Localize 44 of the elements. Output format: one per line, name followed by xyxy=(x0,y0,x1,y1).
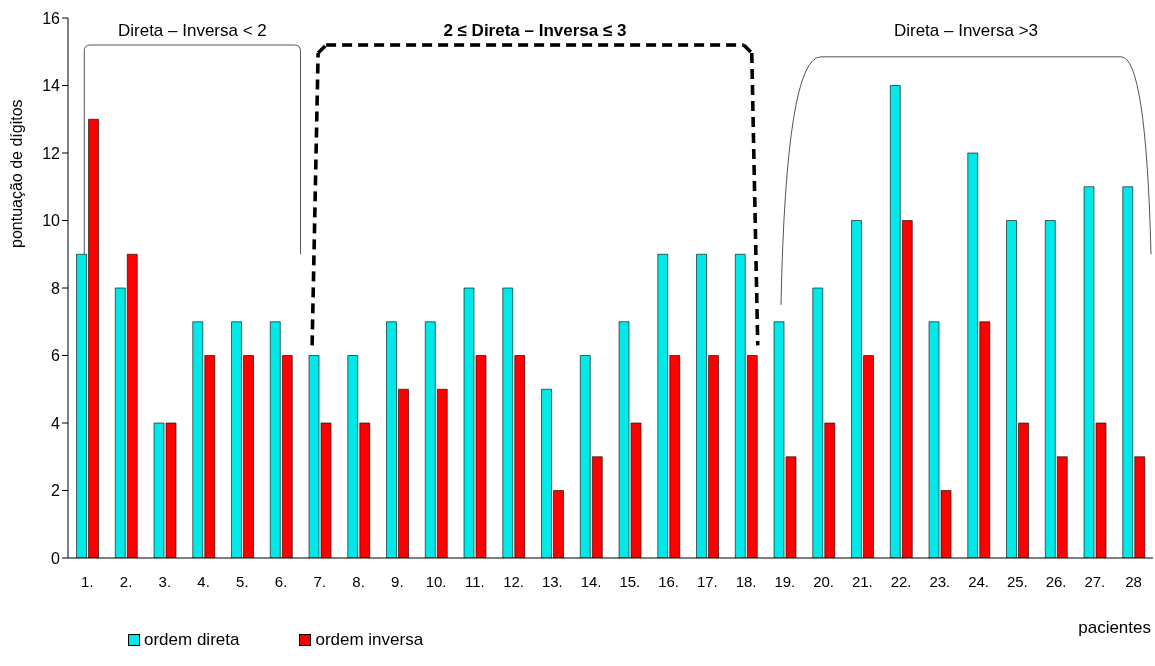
x-tick-label: 25. xyxy=(1006,572,1028,590)
x-tick-label: 17. xyxy=(696,572,718,590)
x-tick-label: 19. xyxy=(774,572,796,590)
x-tick-label: 24. xyxy=(968,572,990,590)
x-tick-label: 7. xyxy=(313,572,327,590)
annotation: Direta – Inversa >3 xyxy=(893,21,1039,40)
x-tick-label: 12. xyxy=(503,572,525,590)
annotation: 2 ≤ Direta – Inversa ≤ 3 xyxy=(443,21,627,40)
y-tick-label: 4 xyxy=(51,414,61,432)
y-tick-label: 12 xyxy=(42,144,61,162)
x-tick-label: 13. xyxy=(541,572,563,590)
x-tick-label: 23. xyxy=(929,572,951,590)
x-tick-label: 15. xyxy=(619,572,641,590)
x-tick-label: 10. xyxy=(425,572,447,590)
y-tick-label: 14 xyxy=(42,77,61,95)
x-tick-label: 26. xyxy=(1045,572,1067,590)
x-tick-label: 4. xyxy=(197,572,210,590)
x-tick-label: 16. xyxy=(658,572,680,590)
x-tick-label: 14. xyxy=(580,572,602,590)
x-tick-label: 6. xyxy=(274,572,288,590)
x-tick-label: 11. xyxy=(465,572,485,590)
legend-label: ordem direta xyxy=(144,630,240,650)
x-tick-label: 1. xyxy=(81,572,94,590)
x-tick-label: 20. xyxy=(813,572,835,590)
x-tick-label: 18. xyxy=(735,572,757,590)
x-tick-label: 21. xyxy=(851,572,873,590)
y-tick-label: 10 xyxy=(42,212,61,230)
x-tick-label: 5. xyxy=(236,572,249,590)
y-tick-label: 0 xyxy=(51,549,61,567)
y-axis-title: pontuação de dígitos xyxy=(7,99,25,248)
x-tick-label: 3. xyxy=(158,572,172,590)
y-tick-label: 8 xyxy=(51,279,61,297)
y-tick-label: 2 xyxy=(51,482,61,500)
x-tick-label: 27. xyxy=(1084,572,1106,590)
x-axis-title: pacientes xyxy=(1078,618,1151,638)
x-tick-label: 9. xyxy=(391,572,404,590)
annotation: Direta – Inversa < 2 xyxy=(117,21,267,40)
legend-label: ordem inversa xyxy=(315,630,424,650)
x-tick-label: 8. xyxy=(352,572,365,590)
x-tick-label: 22. xyxy=(890,572,912,590)
x-tick-label: 2. xyxy=(119,572,133,590)
y-tick-label: 6 xyxy=(51,347,61,365)
y-tick-label: 16 xyxy=(42,9,61,27)
x-tick-label: 28 xyxy=(1125,572,1142,590)
